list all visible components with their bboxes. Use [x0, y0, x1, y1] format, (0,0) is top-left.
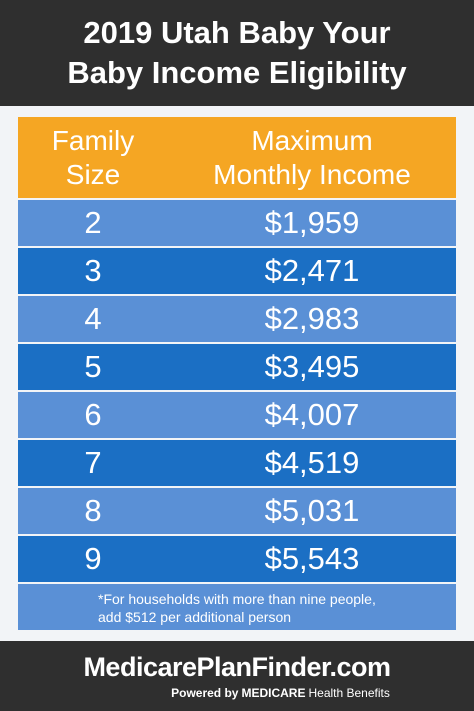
- table-row: 7 $4,519: [18, 440, 456, 486]
- table-row: 4 $2,983: [18, 296, 456, 342]
- table-cell: $2,983: [264, 301, 360, 336]
- tagline-part: MEDICARE: [241, 686, 306, 700]
- title-banner: 2019 Utah Baby Your Baby Income Eligibil…: [0, 0, 474, 106]
- table-cell: $5,031: [264, 493, 360, 528]
- footnote-box: *For households with more than nine peop…: [18, 584, 456, 630]
- column-header: Family Size: [18, 117, 168, 198]
- table-row: 9 $5,543: [18, 536, 456, 582]
- title-line: Baby Income Eligibility: [67, 55, 407, 90]
- table-cell: 2: [84, 205, 102, 240]
- table-row: 2 $1,959: [18, 200, 456, 246]
- table-cell: 8: [84, 493, 102, 528]
- header-line: Maximum: [251, 124, 373, 156]
- header-line: Monthly Income: [213, 158, 411, 190]
- table-cell: 3: [84, 253, 102, 288]
- table-cell: $3,495: [264, 349, 360, 384]
- table-cell: 7: [84, 445, 102, 480]
- brand[interactable]: MedicarePlanFinder.com: [83, 652, 391, 682]
- table-row: 6 $4,007: [18, 392, 456, 438]
- title-line: 2019 Utah Baby Your: [83, 15, 391, 50]
- table-cell: 6: [84, 397, 102, 432]
- header-line: Size: [65, 158, 121, 190]
- table: Family Size Maximum Monthly Income 2 $1,9…: [18, 117, 456, 630]
- table-header: Family Size Maximum Monthly Income: [18, 117, 456, 198]
- tagline: Powered by MEDICARE Health Benefits: [0, 686, 474, 700]
- table-cell: $4,519: [264, 445, 360, 480]
- table-row: 8 $5,031: [18, 488, 456, 534]
- footer: MedicarePlanFinder.com Powered by MEDICAR…: [0, 641, 474, 711]
- table-cell: 5: [84, 349, 102, 384]
- table-row: 5 $3,495: [18, 344, 456, 390]
- column-header: Maximum Monthly Income: [168, 117, 456, 198]
- tagline-part: Health Benefits: [308, 686, 390, 700]
- table-row: 3 $2,471: [18, 248, 456, 294]
- tagline-part: Powered by: [171, 686, 239, 700]
- table-body: 2 $1,959 3 $2,471 4 $2,983 5 $3,495 6 $4,007 7 $4,5…: [18, 200, 456, 582]
- table-cell: 9: [84, 541, 102, 576]
- table-cell: 4: [84, 301, 102, 336]
- table-cell: $4,007: [264, 397, 360, 432]
- table-cell: $5,543: [264, 541, 360, 576]
- header-line: Family: [51, 124, 135, 156]
- footnote: *For households with more than nine peop…: [98, 591, 376, 625]
- table-cell: $2,471: [264, 253, 360, 288]
- table-cell: $1,959: [264, 205, 360, 240]
